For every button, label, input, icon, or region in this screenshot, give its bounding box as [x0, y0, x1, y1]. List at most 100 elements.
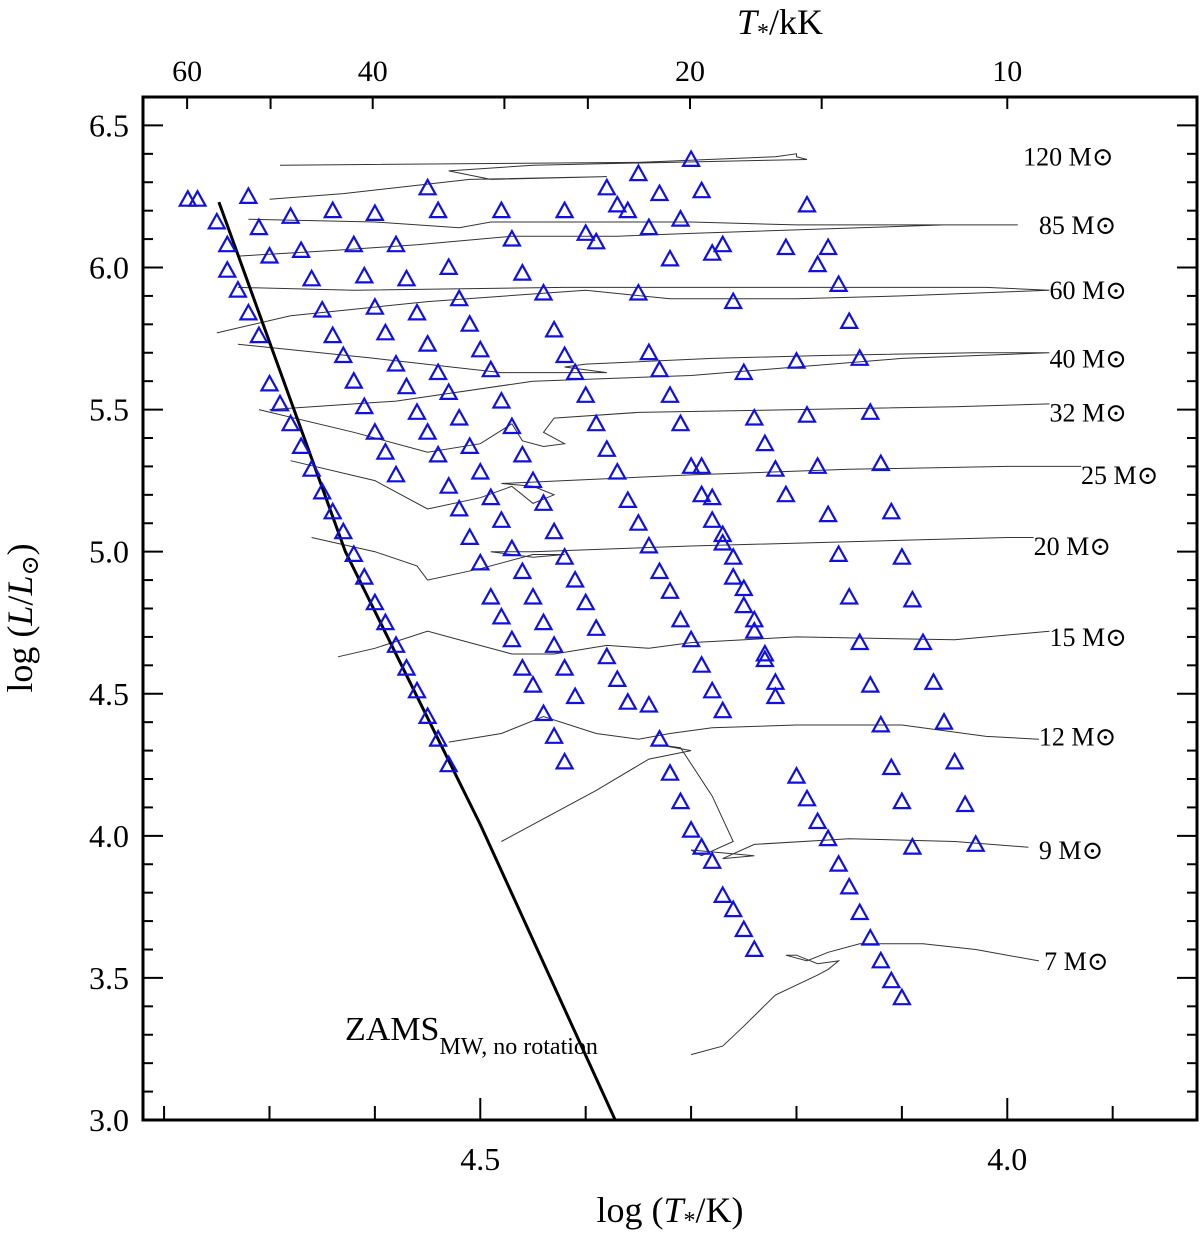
model-marker [259, 245, 280, 264]
model-marker [354, 265, 375, 284]
model-marker [892, 547, 912, 565]
model-marker [544, 319, 564, 338]
x2-tick-label: 40 [358, 55, 388, 88]
model-marker [596, 439, 617, 457]
model-marker [322, 501, 343, 520]
model-marker [870, 714, 891, 733]
model-marker [807, 811, 828, 830]
model-marker [712, 885, 733, 904]
model-marker [934, 711, 954, 730]
model-marker [839, 586, 860, 605]
model-marker [502, 629, 522, 648]
model-marker [691, 484, 712, 503]
y-tick-label: 5.5 [89, 392, 129, 428]
model-marker [712, 700, 733, 719]
x2-tick-label: 10 [992, 55, 1022, 88]
model-marker [955, 794, 975, 813]
model-marker [291, 240, 311, 258]
model-marker [407, 402, 427, 420]
model-marker [628, 282, 649, 301]
model-marker [449, 288, 470, 307]
model-marker [354, 566, 375, 585]
model-marker [554, 751, 575, 770]
x2-tick-label: 20 [675, 55, 705, 88]
model-marker [681, 149, 701, 167]
model-marker [660, 763, 680, 781]
model-marker [828, 274, 849, 292]
model-marker [491, 606, 512, 625]
model-marker [744, 609, 765, 628]
axes: 3.0 3.5 4.0 4.5 5.0 5.5 6.0 6.5 4.5 4.0 60 40 20 10 [89, 55, 1199, 1177]
x-axis-title: log (T*/K) [596, 1190, 743, 1234]
y-tick-label: 3.0 [89, 1102, 129, 1138]
model-marker [786, 351, 807, 369]
model-marker [386, 353, 406, 372]
model-marker [660, 385, 680, 403]
model-marker [365, 297, 385, 315]
model-marker [491, 390, 512, 409]
model-marker [681, 629, 701, 648]
model-marker [565, 569, 585, 588]
model-marker [206, 211, 227, 230]
zams-label: ZAMSMW, no rotation [345, 1011, 598, 1060]
model-marker [828, 544, 849, 563]
model-marker [375, 612, 396, 631]
model-marker [512, 657, 533, 676]
model-marker [565, 686, 585, 705]
model-marker [723, 547, 744, 565]
model-marker [375, 322, 396, 341]
model-marker [733, 595, 754, 614]
model-marker [755, 649, 775, 668]
model-marker [744, 939, 765, 958]
model-marker [533, 612, 554, 631]
model-marker [428, 444, 448, 463]
track-label: 85 M⊙ [1039, 211, 1116, 240]
model-marker [860, 927, 881, 946]
track-line [501, 744, 1029, 860]
y-tick-label: 3.5 [89, 960, 129, 996]
model-marker [386, 234, 406, 253]
model-marker [544, 635, 564, 653]
model-marker [533, 282, 554, 301]
model-marker [407, 302, 427, 321]
model-marker [860, 402, 881, 420]
model-marker [470, 461, 491, 480]
model-marker [797, 788, 817, 807]
model-marker [702, 243, 723, 261]
track-label: 20 M⊙ [1034, 532, 1111, 561]
model-marker [776, 237, 796, 256]
model-marker [923, 672, 944, 690]
model-marker [691, 180, 712, 199]
model-marker [702, 680, 723, 699]
model-marker [575, 592, 596, 611]
model-marker [586, 231, 607, 250]
model-marker [797, 405, 817, 423]
track-line [237, 343, 1050, 411]
model-marker [512, 444, 533, 463]
model-marker [670, 413, 691, 432]
model-marker [343, 370, 364, 389]
model-marker [670, 791, 691, 810]
model-marker [818, 828, 838, 847]
model-marker [607, 194, 628, 213]
model-marker [681, 819, 701, 838]
x2-axis-title: T*/kK [737, 2, 823, 46]
model-marker [554, 547, 575, 565]
model-marker [523, 470, 543, 489]
track-line [337, 630, 1050, 658]
model-marker [217, 234, 238, 253]
model-marker [913, 632, 933, 651]
model-marker [470, 339, 491, 358]
model-marker [892, 791, 912, 810]
model-marker [712, 524, 733, 543]
model-marker [343, 234, 364, 253]
model-marker [702, 851, 723, 869]
model-marker [417, 706, 438, 725]
model-marker [881, 757, 902, 776]
track-label: 7 M⊙ [1044, 947, 1108, 976]
model-marker [586, 413, 607, 432]
y-tick-label: 6.5 [89, 107, 129, 143]
model-marker [944, 751, 965, 770]
track-line [311, 537, 1034, 581]
evolutionary-tracks [216, 153, 1082, 1056]
